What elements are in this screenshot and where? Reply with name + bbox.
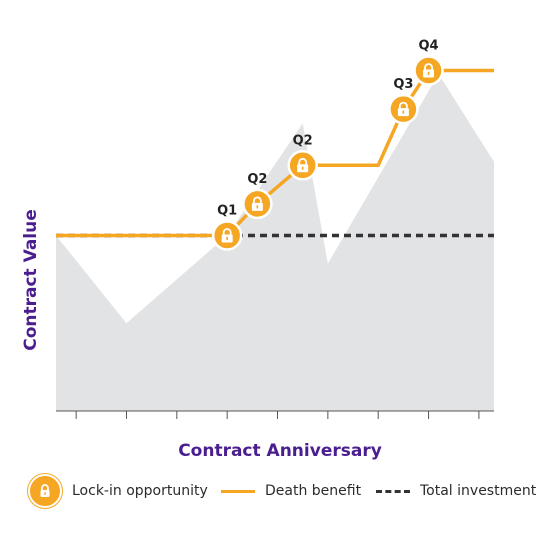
value-area (56, 74, 494, 411)
lock-point: Q2 (242, 172, 273, 220)
lock-icon (28, 474, 62, 508)
legend-item-total-investment: Total investment (376, 476, 536, 506)
lock-icon (397, 101, 409, 117)
lock-point: Q2 (287, 133, 318, 181)
lock-point: Q4 (413, 39, 444, 86)
lock-icon (221, 228, 233, 243)
lock-point-label: Q2 (247, 172, 267, 187)
axis-layer (56, 410, 494, 419)
lock-points-layer: Q1 Q2 Q2 Q3 Q4 (211, 39, 444, 251)
lock-point-label: Q4 (418, 39, 438, 54)
lock-icon (423, 63, 435, 78)
y-axis-label: Contract Value (21, 209, 41, 351)
legend-label-lock-in: Lock-in opportunity (72, 483, 208, 499)
legend-label-total-investment: Total investment (420, 483, 537, 499)
lock-icon (297, 157, 309, 173)
legend-item-lock-in: Lock-in opportunity (28, 474, 208, 508)
lock-point-label: Q2 (293, 133, 313, 148)
lock-point-label: Q1 (217, 204, 237, 219)
legend-item-death-benefit: Death benefit (221, 476, 361, 506)
lock-point: Q1 (211, 204, 243, 251)
lock-point: Q3 (388, 77, 419, 125)
x-axis-label: Contract Anniversary (178, 441, 382, 461)
lock-icon (251, 196, 263, 211)
legend-swatch-death-benefit (221, 489, 255, 493)
lock-point-label: Q3 (393, 77, 413, 92)
value-area-layer (56, 74, 494, 411)
legend-label-death-benefit: Death benefit (265, 483, 362, 499)
legend-swatch-total-investment (376, 489, 410, 493)
legend: Lock-in opportunity Death benefit Total … (0, 474, 560, 508)
